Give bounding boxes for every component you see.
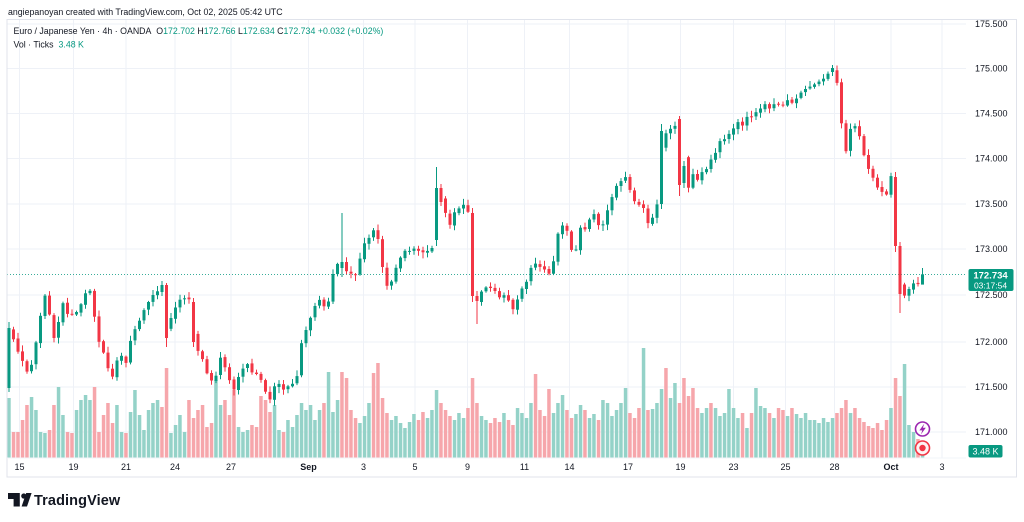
svg-text:23: 23 [728, 462, 738, 472]
svg-text:25: 25 [780, 462, 790, 472]
svg-text:9: 9 [465, 462, 470, 472]
svg-text:175.500: 175.500 [975, 19, 1008, 29]
svg-text:11: 11 [520, 462, 529, 472]
svg-text:angiepanoyan created with Trad: angiepanoyan created with TradingView.co… [8, 7, 283, 17]
svg-text:174.000: 174.000 [975, 154, 1008, 164]
svg-text:174.500: 174.500 [975, 109, 1008, 119]
svg-text:03:17:54: 03:17:54 [974, 281, 1007, 291]
svg-text:19: 19 [68, 462, 78, 472]
svg-text:15: 15 [14, 462, 24, 472]
svg-text:27: 27 [226, 462, 236, 472]
svg-text:Sep: Sep [300, 462, 317, 472]
svg-text:172.734: 172.734 [973, 271, 1008, 282]
svg-text:171.000: 171.000 [975, 427, 1008, 437]
svg-text:172.000: 172.000 [975, 337, 1008, 347]
svg-text:3: 3 [361, 462, 366, 472]
svg-text:TradingView: TradingView [34, 493, 121, 509]
svg-text:28: 28 [829, 462, 839, 472]
svg-text:173.000: 173.000 [975, 244, 1008, 254]
svg-text:172.500: 172.500 [975, 290, 1008, 300]
svg-text:3: 3 [939, 462, 944, 472]
svg-text:24: 24 [170, 462, 180, 472]
svg-text:3.48 K: 3.48 K [972, 447, 998, 457]
svg-text:17: 17 [623, 462, 633, 472]
svg-text:175.000: 175.000 [975, 64, 1008, 74]
svg-text:21: 21 [121, 462, 131, 472]
svg-text:Euro / Japanese Yen · 4h · OAN: Euro / Japanese Yen · 4h · OANDA O172.70… [14, 26, 384, 36]
svg-text:Vol · Ticks 3.48 K: Vol · Ticks 3.48 K [14, 40, 85, 50]
svg-text:5: 5 [412, 462, 417, 472]
svg-text:19: 19 [675, 462, 685, 472]
svg-text:173.500: 173.500 [975, 199, 1008, 209]
svg-text:Oct: Oct [883, 462, 898, 472]
svg-text:14: 14 [564, 462, 574, 472]
svg-text:171.500: 171.500 [975, 382, 1008, 392]
